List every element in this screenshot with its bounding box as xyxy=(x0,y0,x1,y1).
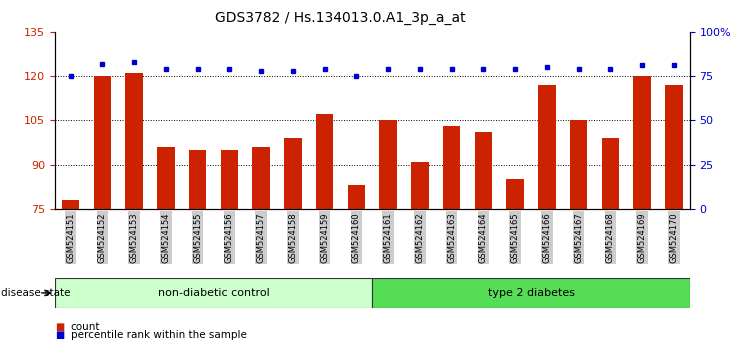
Bar xyxy=(570,120,588,209)
Text: GSM524169: GSM524169 xyxy=(638,212,647,263)
Text: GSM524170: GSM524170 xyxy=(669,212,678,263)
Text: percentile rank within the sample: percentile rank within the sample xyxy=(71,330,247,339)
Bar xyxy=(157,147,174,209)
Bar xyxy=(347,185,365,209)
Text: non-diabetic control: non-diabetic control xyxy=(158,288,269,298)
Text: GSM524162: GSM524162 xyxy=(415,212,424,263)
Bar xyxy=(380,120,397,209)
Text: GSM524153: GSM524153 xyxy=(130,212,139,263)
Text: GDS3782 / Hs.134013.0.A1_3p_a_at: GDS3782 / Hs.134013.0.A1_3p_a_at xyxy=(215,11,466,25)
Bar xyxy=(474,132,492,209)
Bar xyxy=(411,162,429,209)
Text: GSM524156: GSM524156 xyxy=(225,212,234,263)
Text: GSM524152: GSM524152 xyxy=(98,212,107,263)
Text: GSM524157: GSM524157 xyxy=(257,212,266,263)
Text: GSM524165: GSM524165 xyxy=(511,212,520,263)
Text: GSM524159: GSM524159 xyxy=(320,212,329,263)
Text: GSM524161: GSM524161 xyxy=(384,212,393,263)
Text: GSM524151: GSM524151 xyxy=(66,212,75,263)
Text: ■: ■ xyxy=(55,330,64,339)
Text: GSM524168: GSM524168 xyxy=(606,212,615,263)
Bar xyxy=(538,85,556,209)
Text: type 2 diabetes: type 2 diabetes xyxy=(488,288,575,298)
Bar xyxy=(443,126,461,209)
Bar xyxy=(284,138,301,209)
Text: GSM524167: GSM524167 xyxy=(575,212,583,263)
Bar xyxy=(62,200,80,209)
Text: GSM524158: GSM524158 xyxy=(288,212,297,263)
Bar xyxy=(665,85,683,209)
Bar xyxy=(602,138,619,209)
Text: GSM524155: GSM524155 xyxy=(193,212,202,263)
Text: disease state: disease state xyxy=(1,288,70,298)
Bar xyxy=(55,278,372,308)
Text: GSM524154: GSM524154 xyxy=(161,212,170,263)
Bar xyxy=(634,76,651,209)
Bar xyxy=(220,150,238,209)
Bar xyxy=(189,150,207,209)
Text: GSM524163: GSM524163 xyxy=(447,212,456,263)
Bar xyxy=(316,114,334,209)
Text: GSM524166: GSM524166 xyxy=(542,212,551,263)
Text: GSM524164: GSM524164 xyxy=(479,212,488,263)
Bar xyxy=(126,73,143,209)
Bar xyxy=(253,147,270,209)
Text: count: count xyxy=(71,322,100,332)
Bar xyxy=(372,278,690,308)
Text: ■: ■ xyxy=(55,322,64,332)
Bar xyxy=(93,76,111,209)
Bar xyxy=(507,179,524,209)
Text: GSM524160: GSM524160 xyxy=(352,212,361,263)
